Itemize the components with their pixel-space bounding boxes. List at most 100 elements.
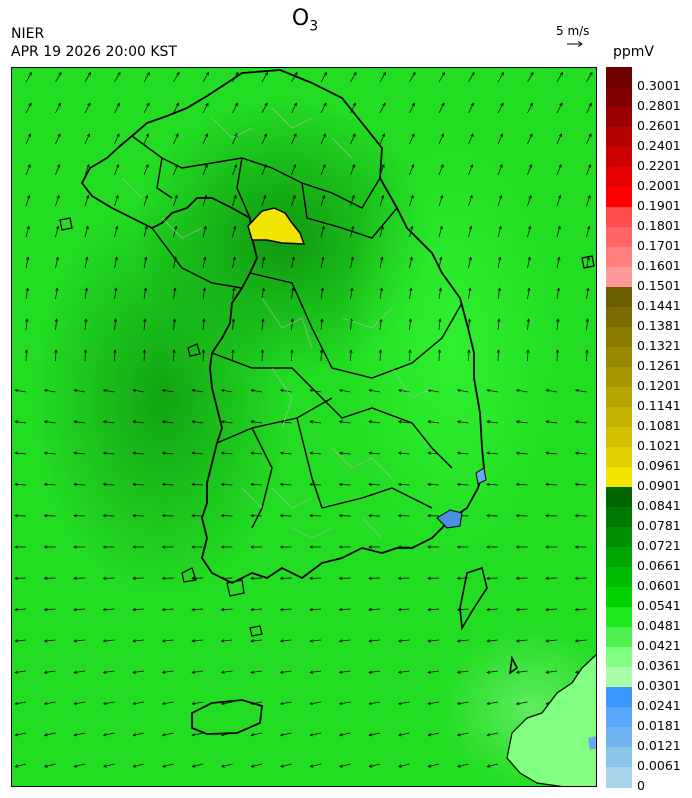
wind-arrow	[586, 195, 591, 207]
wind-arrow	[221, 701, 233, 705]
wind-arrow-head	[498, 256, 502, 261]
wind-arrow-head	[132, 607, 136, 612]
wind-arrow-head	[309, 388, 314, 393]
wind-arrow	[74, 763, 86, 768]
wind-arrow	[15, 732, 27, 736]
wind-arrow-head	[102, 701, 107, 706]
wind-arrow	[44, 763, 56, 768]
wind-arrow-head	[73, 670, 78, 674]
wind-arrow-head	[27, 133, 31, 137]
wind-arrow	[468, 349, 470, 362]
wind-arrow	[487, 389, 499, 393]
colorbar-tick-label: 0.1701	[637, 238, 681, 253]
wind-arrow-head	[574, 576, 579, 580]
wind-arrow-head	[54, 349, 58, 353]
wind-arrow-head	[202, 318, 206, 322]
wind-arrow	[457, 421, 469, 424]
wind-arrow	[162, 639, 174, 642]
yellow-sea-shade	[32, 198, 292, 598]
wind-arrow-head	[486, 670, 491, 674]
wind-arrow-head	[515, 607, 520, 612]
wind-arrow-head	[102, 576, 107, 580]
wind-arrow-head	[174, 194, 178, 199]
wind-arrow	[202, 288, 206, 300]
wind-arrow	[428, 639, 440, 642]
wind-arrow-head	[191, 388, 196, 393]
wind-arrow	[251, 389, 263, 393]
wind-arrow-head	[173, 287, 177, 292]
wind-arrow	[221, 483, 233, 486]
wind-arrow-head	[279, 639, 284, 643]
wind-arrow-head	[43, 701, 48, 706]
wind-arrow-head	[162, 764, 166, 768]
wind-arrow	[261, 349, 263, 362]
wind-arrow	[438, 319, 441, 331]
wind-arrow	[114, 226, 118, 238]
wind-arrow-head	[545, 545, 549, 549]
wind-arrow	[409, 319, 411, 331]
wind-arrow	[516, 670, 528, 673]
wind-arrow-head	[352, 102, 356, 107]
colorbar-cell	[606, 547, 632, 568]
wind-arrow-head	[83, 349, 88, 353]
wind-arrow	[556, 133, 562, 145]
wind-arrow-head	[456, 733, 461, 737]
colorbar-tick-label: 0.0541	[637, 598, 681, 613]
wind-arrow-head	[161, 639, 166, 643]
wind-arrow-head	[427, 420, 432, 424]
wind-arrow-head	[220, 388, 225, 393]
wind-arrow	[398, 483, 410, 486]
wind-arrow	[497, 319, 500, 331]
wind-arrow-head	[486, 576, 490, 580]
colorbar	[606, 67, 632, 788]
wind-arrow	[103, 670, 115, 673]
wind-arrow	[280, 732, 292, 736]
colorbar-cell	[606, 327, 632, 348]
colorbar-cell	[606, 207, 632, 228]
wind-arrow-head	[320, 318, 324, 322]
wind-arrow-head	[338, 514, 343, 518]
wind-arrow-head	[14, 607, 18, 612]
wind-arrow-head	[528, 225, 532, 230]
wind-arrow-head	[439, 225, 443, 230]
wind-arrow-head	[220, 670, 225, 674]
wind-arrow-head	[456, 388, 461, 393]
ozone-map-panel[interactable]	[11, 67, 597, 787]
wind-arrow-head	[456, 670, 461, 674]
wind-arrow-head	[191, 420, 196, 424]
wind-arrow-head	[409, 256, 413, 261]
wind-arrow	[546, 483, 558, 486]
wind-arrow	[350, 72, 357, 83]
wind-arrow	[55, 164, 60, 176]
colorbar-tick-label: 0.2001	[637, 178, 681, 193]
wind-arrow-head	[86, 194, 90, 199]
wind-arrow-head	[309, 764, 314, 768]
wind-arrow	[232, 349, 234, 362]
wind-arrow-head	[43, 451, 48, 455]
colorbar-cell	[606, 647, 632, 668]
wind-arrow-head	[14, 482, 18, 487]
wind-arrow	[44, 670, 56, 673]
wind-arrow-head	[191, 482, 195, 487]
wind-arrow-head	[14, 639, 18, 643]
wind-arrow	[55, 288, 58, 300]
wind-arrow-head	[339, 764, 343, 768]
wind-arrow	[586, 133, 592, 145]
wind-arrow	[350, 164, 355, 176]
east-sea-bright	[342, 128, 562, 568]
wind-arrow-head	[574, 514, 579, 518]
wind-arrow-head	[14, 733, 19, 737]
wind-arrow-head	[102, 545, 107, 549]
wind-arrow-head	[145, 133, 149, 137]
colorbar-tick-label: 0.1261	[637, 358, 681, 373]
wind-arrow	[143, 257, 147, 269]
wind-arrow-head	[441, 71, 445, 76]
wind-arrow	[25, 133, 31, 145]
wind-arrow	[516, 608, 528, 611]
wind-arrow	[487, 670, 499, 673]
wind-arrow	[192, 701, 204, 705]
wind-arrow-head	[526, 318, 531, 322]
wind-arrow-head	[25, 318, 29, 322]
wind-arrow-head	[545, 420, 550, 424]
wind-arrow-head	[368, 639, 372, 643]
